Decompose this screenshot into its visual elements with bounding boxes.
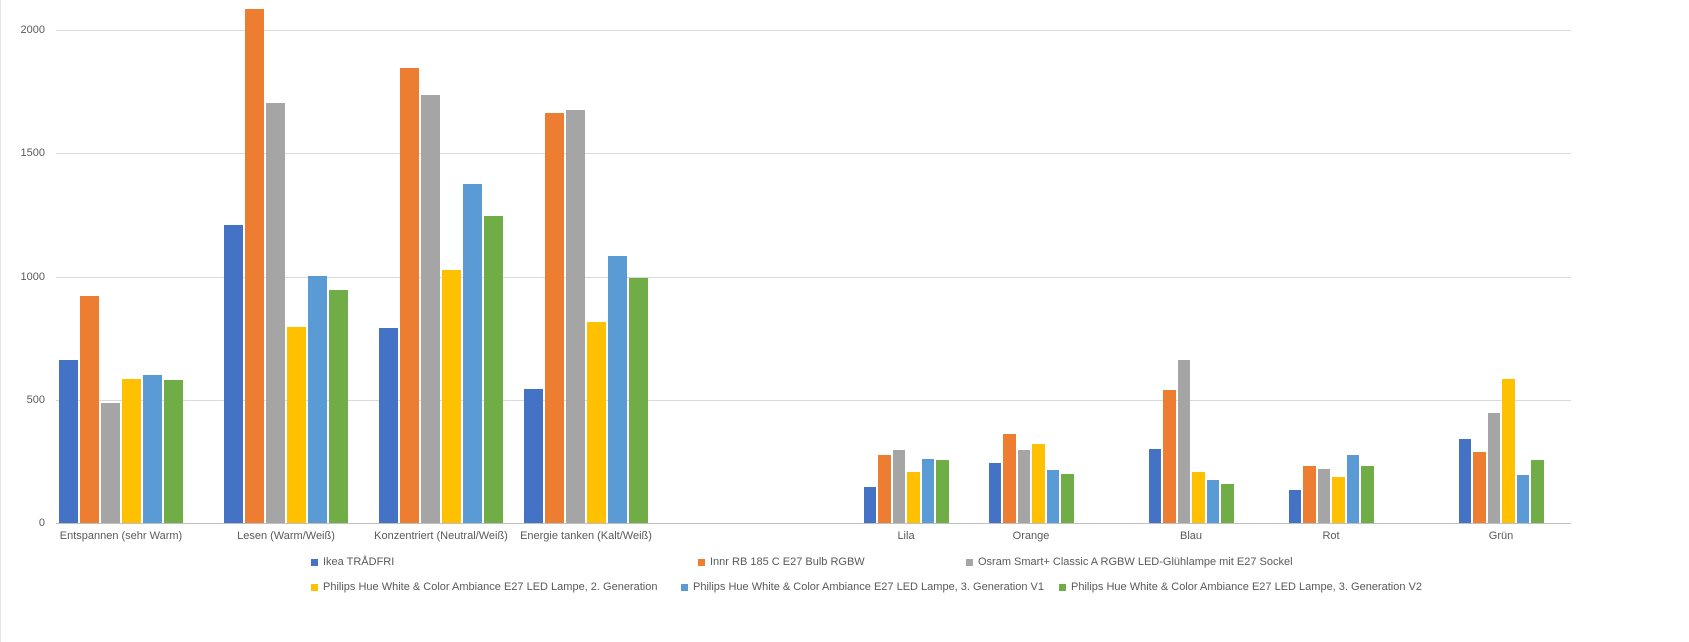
bar-series-5-category-0 xyxy=(164,380,183,523)
bar-series-3-category-3 xyxy=(587,322,606,523)
legend-label: Innr RB 185 C E27 Bulb RGBW xyxy=(710,556,865,568)
bar-series-3-category-6 xyxy=(1192,472,1205,523)
bar-series-4-category-3 xyxy=(608,256,627,523)
bar-series-1-category-6 xyxy=(1163,390,1176,523)
bar-series-2-category-6 xyxy=(1177,360,1190,523)
legend-label: Ikea TRÅDFRI xyxy=(323,556,395,568)
x-category-label: Rot xyxy=(1322,530,1340,542)
bar-series-5-category-3 xyxy=(629,278,648,523)
bar-series-5-category-6 xyxy=(1221,484,1234,523)
bar-series-2-category-2 xyxy=(421,95,440,523)
legend-item: Philips Hue White & Color Ambiance E27 L… xyxy=(681,581,1044,594)
y-tick-label: 0 xyxy=(38,517,45,529)
bar-series-0-category-6 xyxy=(1148,449,1161,523)
bar-series-4-category-0 xyxy=(143,375,162,523)
gridline xyxy=(56,30,1571,31)
bar-series-1-category-1 xyxy=(245,9,264,523)
x-category-label: Energie tanken (Kalt/Weiß) xyxy=(520,530,652,542)
legend-item: Ikea TRÅDFRI xyxy=(311,556,394,569)
bar-series-0-category-7 xyxy=(1288,490,1301,523)
bar-series-2-category-4 xyxy=(892,450,905,523)
gridline xyxy=(56,153,1571,154)
bar-series-2-category-0 xyxy=(101,403,120,523)
bar-series-4-category-5 xyxy=(1046,470,1059,523)
bar-series-3-category-1 xyxy=(287,327,306,523)
bar-series-0-category-1 xyxy=(224,225,243,523)
bar-series-3-category-7 xyxy=(1332,477,1345,523)
bar-series-0-category-8 xyxy=(1458,439,1471,523)
bar-series-2-category-1 xyxy=(266,103,285,523)
legend-swatch-icon xyxy=(1059,584,1066,591)
x-category-label: Orange xyxy=(1012,530,1050,542)
bar-series-0-category-3 xyxy=(524,389,543,523)
bar-series-4-category-4 xyxy=(921,459,934,523)
y-tick-label: 500 xyxy=(26,394,45,406)
bar-series-0-category-2 xyxy=(379,328,398,523)
bar-series-4-category-8 xyxy=(1516,475,1529,523)
bar-series-3-category-4 xyxy=(907,472,920,523)
bar-series-3-category-8 xyxy=(1502,379,1515,523)
bar-series-4-category-6 xyxy=(1206,480,1219,523)
legend-swatch-icon xyxy=(966,559,973,566)
legend-swatch-icon xyxy=(681,584,688,591)
bar-series-0-category-4 xyxy=(863,487,876,523)
y-tick-label: 1500 xyxy=(20,147,45,159)
legend-swatch-icon xyxy=(311,559,318,566)
legend-item: Philips Hue White & Color Ambiance E27 L… xyxy=(311,581,657,594)
bar-series-5-category-5 xyxy=(1061,474,1074,523)
legend-label: Osram Smart+ Classic A RGBW LED-Glühlamp… xyxy=(978,556,1293,568)
bar-series-0-category-5 xyxy=(988,463,1001,523)
x-category-label: Lila xyxy=(897,530,915,542)
x-category-label: Lesen (Warm/Weiß) xyxy=(237,530,335,542)
legend-label: Philips Hue White & Color Ambiance E27 L… xyxy=(1071,581,1422,593)
bar-series-0-category-0 xyxy=(59,360,78,523)
legend-item: Philips Hue White & Color Ambiance E27 L… xyxy=(1059,581,1422,594)
bar-series-5-category-1 xyxy=(329,290,348,523)
x-category-label: Grün xyxy=(1488,530,1514,542)
x-category-label: Konzentriert (Neutral/Weiß) xyxy=(374,530,508,542)
bar-series-1-category-0 xyxy=(80,296,99,523)
legend-label: Philips Hue White & Color Ambiance E27 L… xyxy=(323,581,658,593)
bar-series-1-category-5 xyxy=(1003,434,1016,523)
bar-series-5-category-8 xyxy=(1531,460,1544,523)
legend-swatch-icon xyxy=(698,559,705,566)
bar-series-2-category-5 xyxy=(1017,450,1030,523)
bar-series-2-category-3 xyxy=(566,110,585,523)
bar-series-2-category-8 xyxy=(1487,413,1500,523)
bar-series-4-category-1 xyxy=(308,276,327,523)
bar-series-3-category-0 xyxy=(122,379,141,523)
bar-series-1-category-8 xyxy=(1473,452,1486,523)
bar-series-2-category-7 xyxy=(1317,469,1330,523)
x-category-label: Entspannen (sehr Warm) xyxy=(59,530,183,542)
bar-series-1-category-4 xyxy=(878,455,891,523)
legend-swatch-icon xyxy=(311,584,318,591)
bar-series-1-category-2 xyxy=(400,68,419,523)
bar-series-4-category-7 xyxy=(1346,455,1359,523)
y-tick-label: 1000 xyxy=(20,271,45,283)
bar-series-5-category-7 xyxy=(1361,466,1374,523)
legend-item: Innr RB 185 C E27 Bulb RGBW xyxy=(698,556,865,569)
x-category-label: Blau xyxy=(1179,530,1203,542)
bar-series-1-category-7 xyxy=(1303,466,1316,523)
bar-series-3-category-2 xyxy=(442,270,461,523)
bar-series-1-category-3 xyxy=(545,113,564,523)
y-tick-label: 2000 xyxy=(20,24,45,36)
bar-series-5-category-2 xyxy=(484,216,503,523)
x-axis-line xyxy=(56,523,1571,524)
bar-series-5-category-4 xyxy=(936,460,949,523)
bar-series-3-category-5 xyxy=(1032,444,1045,523)
legend-item: Osram Smart+ Classic A RGBW LED-Glühlamp… xyxy=(966,556,1293,569)
bar-series-4-category-2 xyxy=(463,184,482,523)
legend-label: Philips Hue White & Color Ambiance E27 L… xyxy=(693,581,1044,593)
gridline xyxy=(56,400,1571,401)
gridline xyxy=(56,277,1571,278)
